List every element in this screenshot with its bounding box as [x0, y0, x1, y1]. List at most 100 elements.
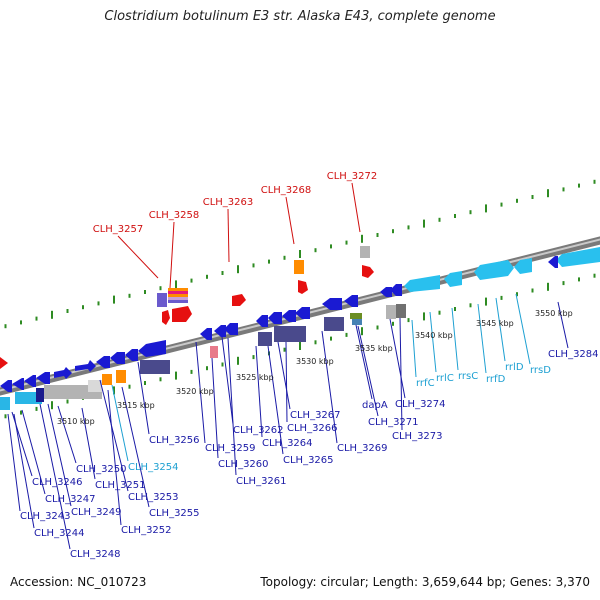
gene-label: CLH_3265: [283, 455, 334, 466]
label-connector: [355, 324, 373, 400]
scale-label: 3535 kbp: [355, 344, 393, 353]
scale-label: 3530 kbp: [296, 357, 334, 366]
label-connector: [137, 361, 150, 435]
feature-arrow: [75, 360, 96, 372]
gene-label: CLH_3254: [128, 462, 179, 473]
gene-label: dapA: [362, 400, 388, 411]
map-title: Clostridium botulinum E3 str. Alaska E43…: [104, 9, 496, 24]
label-connector: [389, 318, 406, 399]
label-connector: [277, 341, 291, 410]
gene-label: rrlC: [436, 373, 454, 384]
gene-label: rrsC: [458, 371, 478, 382]
feature-segment: [352, 319, 362, 325]
gene-label: CLH_3250: [76, 464, 127, 475]
label-connector: [495, 297, 506, 362]
gene-label: CLH_3274: [395, 399, 446, 410]
feature-segment: [360, 246, 370, 258]
gene-label: CLH_3263: [203, 197, 254, 208]
scale-label: 3515 kbp: [117, 401, 155, 410]
gene-label: CLH_3249: [71, 507, 122, 518]
feature-arrow: [380, 287, 392, 297]
gene-label: CLH_3256: [149, 435, 200, 446]
label-connector: [285, 196, 295, 245]
feature-arrow: [125, 349, 138, 361]
feature-arrow: [322, 298, 342, 310]
feature-arrow: [200, 328, 212, 340]
feature-segment: [274, 326, 306, 342]
label-connector: [47, 403, 72, 507]
feature-segment: [210, 346, 218, 358]
feature-segment: [168, 294, 188, 297]
feature-arrow: [96, 356, 110, 368]
gene-label: CLH_3253: [128, 492, 179, 503]
feature-arrow: [268, 312, 282, 324]
gene-label: rrfC: [416, 378, 435, 389]
feature-arrow: [298, 280, 308, 294]
gene-label: CLH_3261: [236, 476, 287, 487]
rrna-feature: [514, 258, 532, 274]
gene-label: CLH_3247: [45, 494, 96, 505]
feature-segment: [324, 317, 344, 331]
gene-label: CLH_3262: [233, 425, 284, 436]
gene-label: CLH_3248: [70, 549, 121, 560]
gene-label: CLH_3271: [368, 417, 419, 428]
gene-label: rrsD: [530, 365, 551, 376]
feature-arrow: [344, 295, 358, 307]
label-connector: [39, 403, 71, 550]
feature-arrow: [214, 325, 226, 337]
gene-label: CLH_3246: [32, 477, 83, 488]
feature-segment: [157, 293, 167, 307]
gene-label: rrfD: [486, 374, 506, 385]
scale-label: 3510 kbp: [57, 417, 95, 426]
label-connector: [451, 307, 459, 371]
scale-label: 3550 kbp: [535, 309, 573, 318]
scale-label: 3525 kbp: [236, 373, 274, 382]
feature-segment: [258, 332, 272, 346]
rrna-feature: [444, 271, 462, 287]
label-connector: [169, 221, 175, 289]
label-connector: [107, 389, 122, 526]
scale-label: 3520 kbp: [176, 387, 214, 396]
feature-arrow: [162, 310, 170, 325]
label-connector: [351, 182, 361, 233]
label-connector: [211, 357, 219, 459]
feature-segment: [168, 288, 188, 291]
gene-label: CLH_3258: [149, 210, 200, 221]
feature-arrow: [110, 352, 125, 364]
feature-segment: [0, 397, 10, 410]
accession-label: Accession: NC_010723: [10, 575, 147, 589]
gene-label: CLH_3273: [392, 431, 443, 442]
gene-features: [0, 246, 600, 410]
label-connector: [255, 345, 263, 438]
feature-arrow: [0, 357, 8, 369]
feature-segment: [396, 304, 406, 318]
scale-label: 3540 kbp: [415, 331, 453, 340]
label-connector: [321, 330, 338, 444]
label-connector: [399, 317, 403, 431]
label-connector: [477, 303, 487, 374]
label-connector: [557, 301, 569, 349]
label-connector: [21, 409, 46, 495]
feature-arrow: [282, 310, 296, 322]
gene-label: CLH_3252: [121, 525, 172, 536]
label-connector: [111, 384, 129, 462]
feature-segment: [386, 305, 396, 319]
genome-info-label: Topology: circular; Length: 3,659,644 bp…: [260, 575, 590, 589]
label-connector: [411, 319, 417, 378]
label-connector: [357, 325, 379, 417]
feature-arrow: [232, 294, 246, 306]
feature-arrow: [24, 375, 36, 387]
label-connector: [429, 311, 437, 373]
gene-label: CLH_3244: [34, 528, 85, 539]
label-connector: [227, 208, 230, 263]
label-connector: [117, 235, 159, 279]
feature-segment: [102, 374, 112, 385]
label-connector: [121, 386, 150, 508]
label-connectors: [7, 182, 569, 550]
gene-label: CLH_3257: [93, 224, 144, 235]
rrna-feature: [556, 247, 600, 267]
scale-labels: 3510 kbp 3515 kbp 3520 kbp 3525 kbp 3530 kbp…: [57, 309, 573, 426]
feature-segment: [36, 388, 44, 402]
gene-label: CLH_3264: [262, 438, 313, 449]
